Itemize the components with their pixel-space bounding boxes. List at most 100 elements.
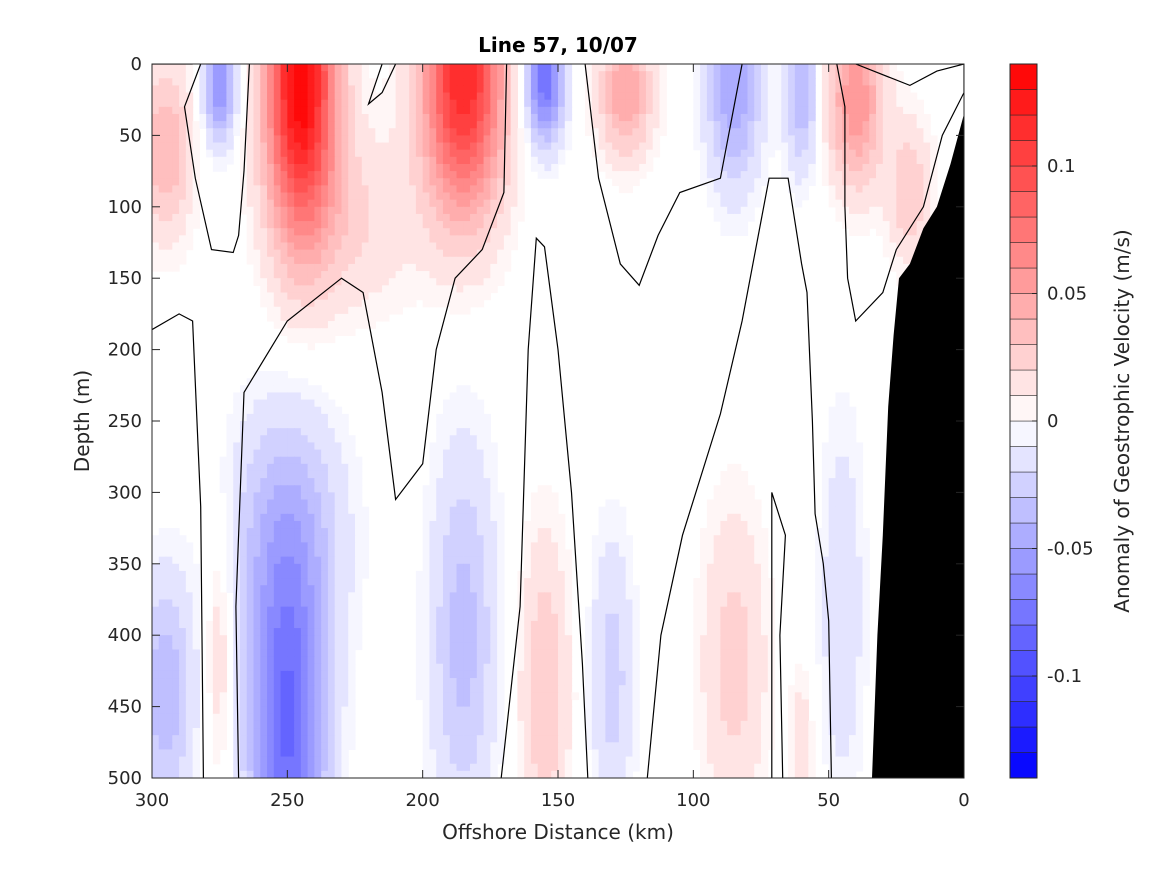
heatmap-cell xyxy=(740,149,749,158)
heatmap-cell xyxy=(287,299,295,308)
heatmap-cell xyxy=(788,178,796,186)
heatmap-cell xyxy=(449,592,458,601)
heatmap-cell xyxy=(916,106,924,115)
heatmap-cell xyxy=(246,199,255,208)
heatmap-cell xyxy=(497,242,505,251)
heatmap-cell xyxy=(260,456,268,465)
heatmap-cell xyxy=(794,128,803,136)
heatmap-cell xyxy=(618,620,627,629)
heatmap-cell xyxy=(152,249,160,258)
heatmap-cell xyxy=(605,142,613,151)
heatmap-cell xyxy=(199,78,207,87)
heatmap-cell xyxy=(172,99,180,108)
heatmap-cell xyxy=(260,371,268,379)
heatmap-cell xyxy=(361,156,370,165)
heatmap-cell xyxy=(442,592,451,601)
heatmap-cell xyxy=(246,449,255,458)
heatmap-cell xyxy=(388,142,397,151)
heatmap-cell xyxy=(889,235,897,244)
heatmap-cell xyxy=(172,163,180,172)
heatmap-cell xyxy=(821,592,830,601)
heatmap-cell xyxy=(449,513,458,522)
heatmap-cell xyxy=(706,199,715,208)
heatmap-cell xyxy=(321,256,329,265)
heatmap-cell xyxy=(720,506,728,515)
heatmap-cell xyxy=(327,542,336,551)
heatmap-cell xyxy=(530,635,539,643)
heatmap-cell xyxy=(835,178,843,186)
heatmap-cell xyxy=(280,513,288,522)
heatmap-cell xyxy=(524,92,532,101)
heatmap-cell xyxy=(591,85,600,94)
heatmap-cell xyxy=(327,421,336,429)
heatmap-cell xyxy=(585,642,593,651)
heatmap-cell xyxy=(524,528,532,536)
heatmap-cell xyxy=(415,206,424,215)
heatmap-cell xyxy=(294,192,302,201)
heatmap-cell xyxy=(916,135,924,144)
heatmap-cell xyxy=(774,85,782,94)
heatmap-cell xyxy=(300,606,309,615)
heatmap-cell xyxy=(436,221,444,229)
heatmap-cell xyxy=(158,663,167,672)
heatmap-cell xyxy=(524,628,532,636)
heatmap-cell xyxy=(727,178,735,186)
heatmap-cell xyxy=(713,606,721,615)
heatmap-cell xyxy=(463,470,471,479)
heatmap-cell xyxy=(280,228,288,236)
heatmap-cell xyxy=(246,620,255,629)
heatmap-cell xyxy=(497,64,505,72)
heatmap-cell xyxy=(456,128,464,136)
heatmap-cell xyxy=(835,435,843,444)
heatmap-cell xyxy=(483,413,491,422)
heatmap-cell xyxy=(558,606,566,615)
heatmap-cell xyxy=(341,528,349,536)
heatmap-cell xyxy=(700,85,708,94)
heatmap-cell xyxy=(219,606,228,615)
heatmap-cell xyxy=(226,64,234,72)
heatmap-cell xyxy=(294,528,302,536)
heatmap-cell xyxy=(185,563,194,572)
heatmap-cell xyxy=(449,528,458,536)
heatmap-cell xyxy=(449,192,458,201)
heatmap-cell xyxy=(355,599,363,608)
heatmap-cell xyxy=(889,128,897,136)
heatmap-cell xyxy=(307,485,315,493)
heatmap-cell xyxy=(321,435,329,444)
heatmap-cell xyxy=(409,128,417,136)
heatmap-cell xyxy=(470,235,478,244)
heatmap-cell xyxy=(754,113,762,122)
heatmap-cell xyxy=(767,78,776,87)
heatmap-cell xyxy=(585,85,593,94)
heatmap-cell xyxy=(206,635,214,643)
heatmap-cell xyxy=(280,570,288,579)
heatmap-cell xyxy=(300,485,309,493)
heatmap-cell xyxy=(564,578,573,586)
heatmap-cell xyxy=(645,78,654,87)
heatmap-cell xyxy=(273,542,282,551)
heatmap-cell xyxy=(273,199,282,208)
heatmap-cell xyxy=(179,535,187,543)
heatmap-cell xyxy=(625,578,634,586)
heatmap-cell xyxy=(706,520,715,529)
heatmap-cell xyxy=(537,628,546,636)
heatmap-cell xyxy=(835,535,843,543)
heatmap-cell xyxy=(747,64,755,72)
heatmap-cell xyxy=(463,242,471,251)
heatmap-cell xyxy=(334,470,343,479)
heatmap-cell xyxy=(524,563,532,572)
heatmap-cell xyxy=(436,71,444,79)
heatmap-cell xyxy=(334,199,343,208)
heatmap-cell xyxy=(192,221,200,229)
heatmap-cell xyxy=(307,563,315,572)
heatmap-cell xyxy=(551,513,559,522)
heatmap-cell xyxy=(700,542,708,551)
heatmap-cell xyxy=(747,99,755,108)
heatmap-cell xyxy=(544,149,552,158)
heatmap-cell xyxy=(828,506,837,515)
heatmap-cell xyxy=(930,171,938,179)
heatmap-cell xyxy=(395,121,403,129)
heatmap-cell xyxy=(449,535,458,543)
heatmap-cell xyxy=(334,328,343,336)
heatmap-cell xyxy=(179,213,187,222)
